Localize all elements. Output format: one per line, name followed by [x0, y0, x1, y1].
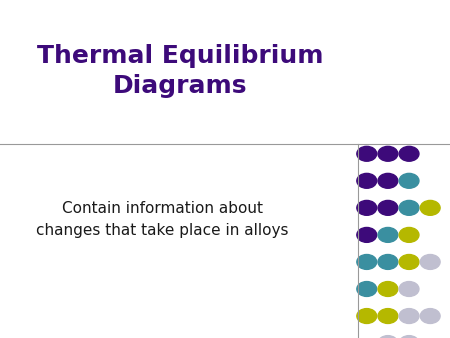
Circle shape — [399, 255, 419, 269]
Circle shape — [399, 200, 419, 215]
Circle shape — [357, 200, 377, 215]
Circle shape — [378, 200, 398, 215]
Circle shape — [420, 309, 440, 323]
Circle shape — [357, 255, 377, 269]
Circle shape — [378, 227, 398, 242]
Circle shape — [378, 282, 398, 296]
Circle shape — [357, 282, 377, 296]
Circle shape — [378, 146, 398, 161]
Circle shape — [357, 146, 377, 161]
Text: Thermal Equilibrium
Diagrams: Thermal Equilibrium Diagrams — [37, 44, 323, 98]
Circle shape — [399, 282, 419, 296]
Circle shape — [378, 309, 398, 323]
Circle shape — [378, 336, 398, 338]
Circle shape — [357, 227, 377, 242]
Circle shape — [399, 336, 419, 338]
Circle shape — [357, 173, 377, 188]
Circle shape — [357, 309, 377, 323]
Circle shape — [399, 146, 419, 161]
Circle shape — [378, 255, 398, 269]
Text: Contain information about
changes that take place in alloys: Contain information about changes that t… — [36, 201, 288, 238]
Circle shape — [378, 173, 398, 188]
Circle shape — [399, 227, 419, 242]
Circle shape — [420, 255, 440, 269]
Circle shape — [399, 309, 419, 323]
Circle shape — [420, 200, 440, 215]
Circle shape — [399, 173, 419, 188]
